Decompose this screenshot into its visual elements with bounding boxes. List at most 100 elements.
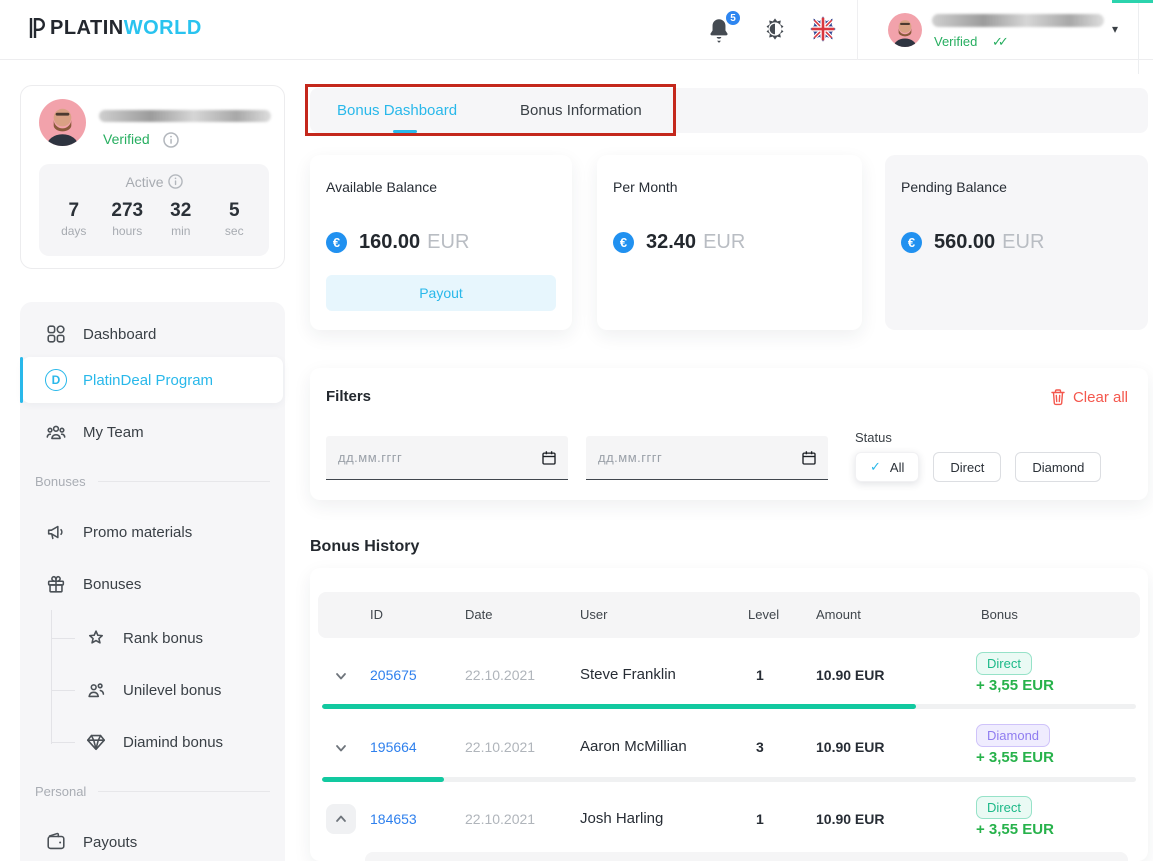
sidebar-item-my-team[interactable]: My Team [20,408,285,456]
row-user: Josh Harling [580,810,664,827]
nav-label: Dashboard [83,325,157,343]
bonus-history-title: Bonus History [310,538,420,555]
logo-text: PLATINWORLD [50,16,202,39]
table-row: 184653 22.10.2021 Josh Harling 1 10.90 E… [310,792,1148,846]
expand-chevron-down-icon[interactable] [334,669,348,683]
header-divider [857,0,858,60]
tab-bonus-information[interactable]: Bonus Information [520,102,642,119]
payout-button[interactable]: Payout [326,275,556,311]
verified-info-icon[interactable] [163,132,179,148]
row-bonus-amount: + 3,55 EUR [976,749,1054,766]
sidebar-item-diamind-bonus[interactable]: Diamind bonus [20,718,285,766]
bonus-history-table: ID Date User Level Amount Bonus 205675 2… [310,568,1148,861]
active-info-icon[interactable] [167,174,183,189]
timer-sec: 5 sec [224,200,244,238]
theme-toggle-button[interactable] [762,16,790,44]
expand-chevron-down-icon[interactable] [334,741,348,755]
status-label: Status [855,430,892,445]
sidebar-item-rank-bonus[interactable]: Rank bonus [20,614,285,662]
row-date: 22.10.2021 [465,739,536,755]
sidebar-item-promo-materials[interactable]: Promo materials [20,508,285,556]
bell-icon [710,19,728,43]
balance-currency: EUR [703,231,746,253]
filters-title: Filters [326,388,372,405]
nav-tree-line [51,610,52,744]
table-row: 205675 22.10.2021 Steve Franklin 1 10.90… [310,648,1148,702]
brand-logo[interactable]: PLATINWORLD [27,16,202,40]
sidebar-item-dashboard[interactable]: Dashboard [20,310,285,358]
sidebar-item-payouts[interactable]: Payouts [20,818,285,861]
card-title: Pending Balance [901,179,1007,195]
row-date: 22.10.2021 [465,811,536,827]
row-id-link[interactable]: 184653 [370,811,417,827]
row-bonus-amount: + 3,55 EUR [976,677,1054,694]
clear-all-button[interactable]: Clear all [1050,388,1128,406]
nav-label: Unilevel bonus [123,681,222,699]
row-id-link[interactable]: 195664 [370,739,417,755]
nav-label: Promo materials [83,523,193,541]
user-name-redacted [932,14,1104,27]
sidebar-item-platindeal-program[interactable]: D PlatinDeal Program [22,357,283,403]
expanded-row-panel [365,852,1128,861]
status-option-direct[interactable]: Direct [933,452,1002,482]
star-icon [88,630,104,644]
logo-p-icon [29,18,45,38]
people-icon [88,683,105,698]
balance-currency: EUR [427,231,470,253]
available-balance-card: Available Balance € 160.00 EUR Payout [310,155,572,330]
profile-avatar [39,99,86,146]
nav-label: Diamind bonus [123,733,224,751]
status-filter-group: ✓ All Direct Diamond [855,452,1102,482]
balance-amount: 32.40 [646,231,697,253]
balance-amount: 160.00 [359,231,421,253]
date-from-input[interactable] [326,436,568,480]
tab-bonus-dashboard[interactable]: Bonus Dashboard [337,102,458,119]
timer-min: 32 min [170,200,192,238]
date-from-field [326,436,568,480]
row-amount: 10.90 EUR [816,667,885,683]
sidebar-item-bonuses[interactable]: Bonuses [20,560,285,608]
user-verified-label: Verified [934,34,978,49]
card-title: Available Balance [326,179,438,195]
platindeal-icon: D [45,369,67,391]
row-level: 1 [756,667,764,683]
notification-count-badge: 5 [724,9,742,27]
nav-label: Bonuses [83,575,142,593]
euro-coin-icon: € [613,232,634,253]
date-to-input[interactable] [586,436,828,480]
row-user: Aaron McMillian [580,738,687,755]
nav-tree-stub [51,690,75,691]
language-selector[interactable] [810,16,838,44]
status-option-diamond[interactable]: Diamond [1015,452,1102,482]
status-option-all[interactable]: ✓ All [855,452,920,482]
page-loading-bar [1112,0,1153,3]
theme-toggle-icon [766,18,784,40]
row-id-link[interactable]: 205675 [370,667,417,683]
nav-label: PlatinDeal Program [83,371,214,389]
nav-section-personal: Personal [35,780,270,802]
date-to-field [586,436,828,480]
row-amount: 10.90 EUR [816,811,885,827]
user-avatar[interactable] [888,13,922,47]
sidebar-nav: Dashboard D PlatinDeal Program My Team B… [20,302,285,861]
row-level: 1 [756,811,764,827]
timer-hours: 273 hours [111,200,144,238]
active-item-indicator [20,357,23,403]
per-month-card: Per Month € 32.40 EUR [597,155,862,330]
row-level: 3 [756,739,764,755]
top-header: PLATINWORLD 5 [0,0,1153,74]
filters-card: Filters Clear all Status [310,368,1148,500]
row-progress-bar [322,704,1136,709]
euro-coin-icon: € [901,232,922,253]
double-check-icon: ✓✓ [992,34,1009,49]
balance-currency: EUR [1002,231,1045,253]
row-bonus-amount: + 3,55 EUR [976,821,1054,838]
collapse-row-button[interactable] [326,804,356,834]
expand-chevron-up-icon [336,815,346,822]
user-menu-caret-icon[interactable]: ▾ [1112,22,1119,36]
card-title: Per Month [613,179,678,195]
sidebar-item-unilevel-bonus[interactable]: Unilevel bonus [20,666,285,714]
check-icon: ✓ [870,459,881,474]
timer-days: 7 days [61,200,87,238]
notifications-button[interactable]: 5 [706,9,742,44]
